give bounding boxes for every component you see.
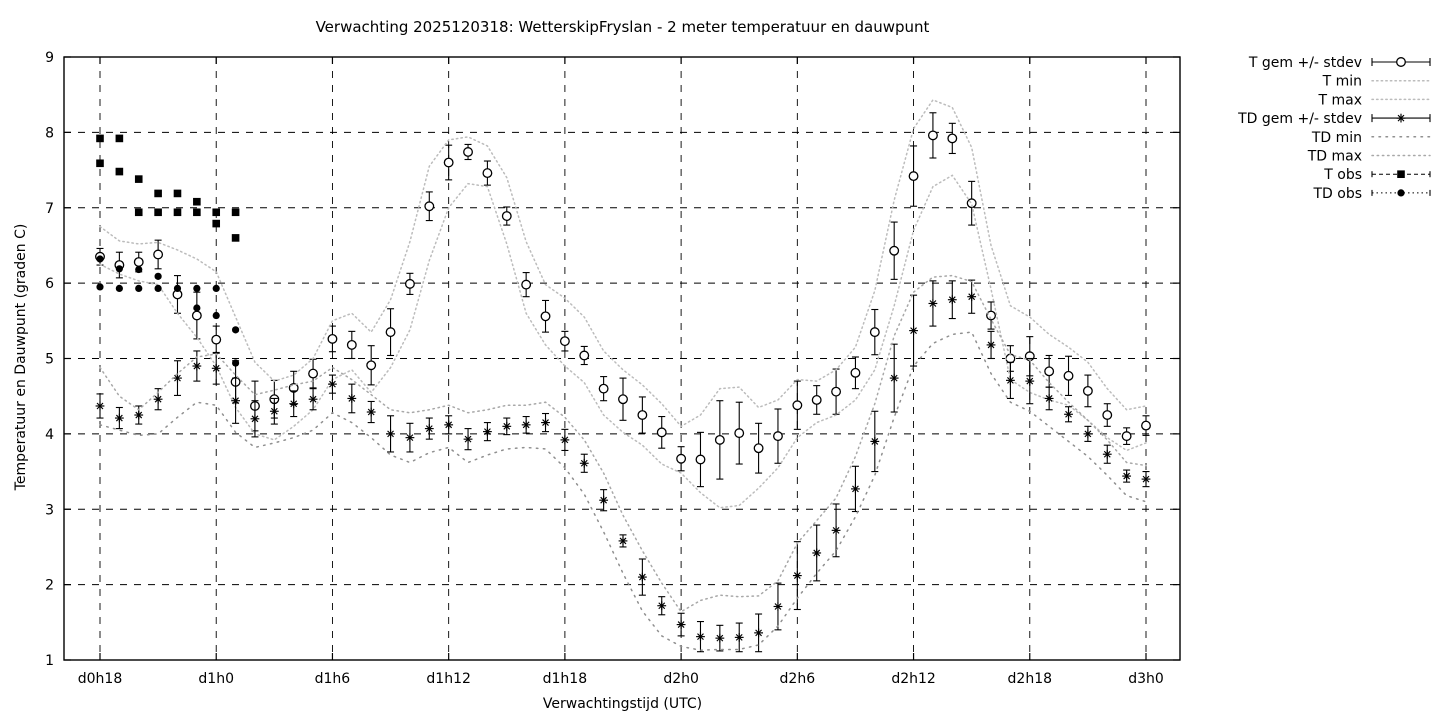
legend-label: T min — [1322, 74, 1362, 90]
legend-entry-td-obs: TD obs — [1312, 186, 1431, 202]
legend-entry-t-obs: T obs — [1323, 167, 1431, 183]
tick-labels: 1 2 3 4 5 6 7 8 9 d0h18 d1h0 d1h6 d1h12 d1h18 d2h0 d2h6… — [45, 50, 1164, 687]
legend-entry-t-gem-stdev: T gem +/- stdev — [1248, 55, 1431, 71]
y-tick-label: 2 — [45, 578, 54, 594]
grid — [64, 57, 1180, 660]
series-td-max — [99, 274, 1147, 613]
y-tick-label: 1 — [45, 653, 54, 669]
x-tick-label: d3h0 — [1128, 671, 1164, 687]
x-tick-label: d1h12 — [426, 671, 470, 687]
legend-label: T max — [1317, 92, 1362, 108]
legend: T gem +/- stdev T min T max TD gem +/- stde… — [1237, 55, 1431, 202]
y-tick-label: 4 — [45, 427, 54, 443]
legend-entry-td-gem-stdev: TD gem +/- stdev — [1237, 111, 1431, 127]
series-t-max — [99, 99, 1147, 428]
legend-label: TD min — [1311, 130, 1362, 146]
legend-label: TD gem +/- stdev — [1237, 111, 1362, 127]
y-tick-label: 3 — [45, 502, 54, 518]
y-tick-label: 5 — [45, 352, 54, 368]
y-tick-label: 8 — [45, 125, 54, 141]
series-td-obs — [96, 255, 240, 367]
series-t-gem-stdev — [95, 112, 1151, 488]
series-td-gem-stdev — [95, 279, 1151, 653]
x-tick-label: d2h0 — [663, 671, 699, 687]
chart-title: Verwachting 2025120318: WetterskipFrysla… — [315, 18, 930, 36]
x-tick-label: d1h18 — [543, 671, 587, 687]
legend-label: T gem +/- stdev — [1248, 55, 1362, 71]
x-tick-label: d0h18 — [78, 671, 122, 687]
legend-label: TD obs — [1312, 186, 1362, 202]
x-tick-label: d2h18 — [1008, 671, 1052, 687]
x-tick-label: d2h12 — [891, 671, 935, 687]
legend-entry-t-min: T min — [1322, 74, 1431, 90]
x-tick-label: d2h6 — [780, 671, 816, 687]
series-t-obs — [96, 134, 240, 242]
y-tick-label: 9 — [45, 50, 54, 66]
legend-label: T obs — [1323, 167, 1362, 183]
axes — [63, 56, 1181, 661]
y-tick-label: 7 — [45, 201, 54, 217]
x-tick-label: d1h0 — [198, 671, 234, 687]
x-tick-label: d1h6 — [315, 671, 351, 687]
y-tick-label: 6 — [45, 276, 54, 292]
legend-entry-td-min: TD min — [1311, 130, 1431, 146]
legend-entry-t-max: T max — [1317, 92, 1431, 108]
legend-entry-td-max: TD max — [1307, 149, 1431, 165]
legend-label: TD max — [1307, 149, 1362, 165]
x-axis-label: Verwachtingstijd (UTC) — [542, 696, 703, 712]
series-t-min — [99, 174, 1147, 509]
